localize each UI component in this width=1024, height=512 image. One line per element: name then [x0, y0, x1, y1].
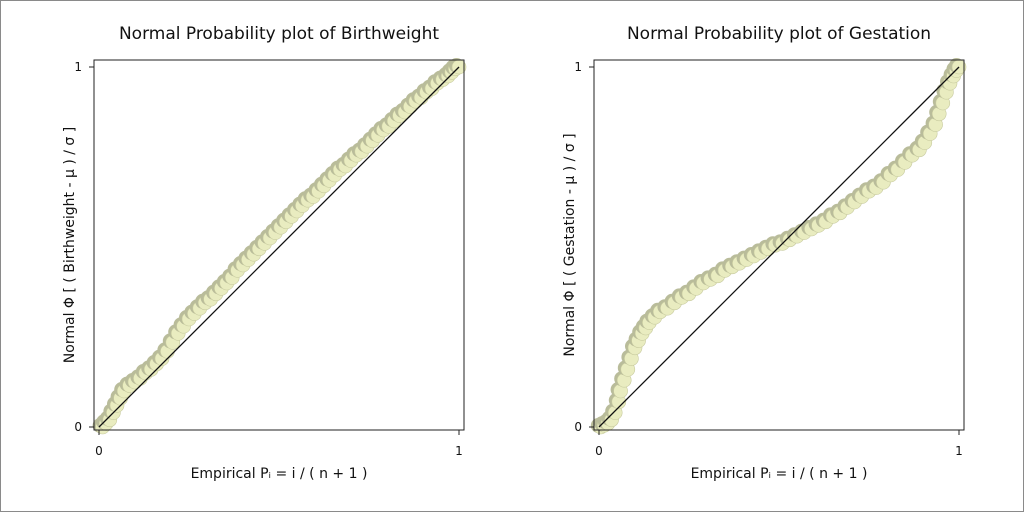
- birthweight-xtick-label-0: 0: [95, 444, 103, 458]
- birthweight-plot-region: [93, 59, 465, 431]
- gestation-x-axis-label: Empirical Pᵢ = i / ( n + 1 ): [691, 466, 868, 482]
- birthweight-plot: Normal Probability plot of Birthweight 1…: [62, 24, 467, 482]
- gestation-y-axis-label: Normal Φ [ ( Gestation - μ ) / σ ]: [562, 133, 578, 356]
- gestation-reference-line: [598, 66, 960, 428]
- birthweight-reference-line: [98, 66, 460, 428]
- gestation-plot: Normal Probability plot of Gestation 1 0…: [562, 24, 967, 482]
- birthweight-ytick-label-0: 0: [74, 420, 82, 434]
- gestation-plot-title: Normal Probability plot of Gestation: [627, 24, 931, 44]
- gestation-points: [590, 58, 967, 435]
- gestation-xtick-label-1: 1: [955, 444, 963, 458]
- birthweight-ytick-label-1: 1: [74, 60, 82, 74]
- gestation-ytick-label-1: 1: [574, 60, 582, 74]
- birthweight-plot-title: Normal Probability plot of Birthweight: [119, 24, 439, 44]
- gestation-plot-region: [593, 59, 965, 431]
- birthweight-points: [92, 58, 467, 435]
- gestation-ytick-label-0: 0: [574, 420, 582, 434]
- gestation-xtick-label-0: 0: [595, 444, 603, 458]
- birthweight-xtick-label-1: 1: [455, 444, 463, 458]
- birthweight-y-axis-label: Normal Φ [ ( Birthweight - μ ) / σ ]: [62, 127, 78, 363]
- birthweight-x-axis-label: Empirical Pᵢ = i / ( n + 1 ): [191, 466, 368, 482]
